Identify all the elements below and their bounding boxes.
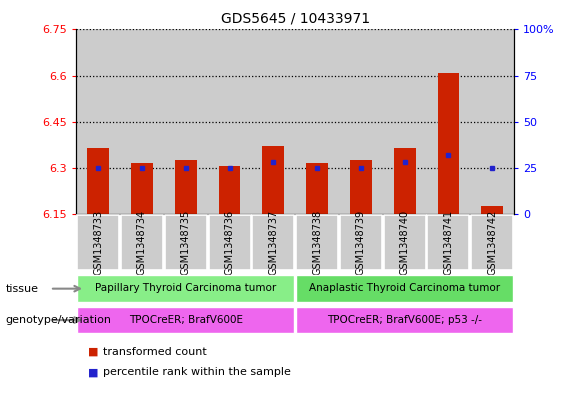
FancyBboxPatch shape [428,215,470,270]
FancyBboxPatch shape [208,215,250,270]
Bar [175,160,197,214]
Text: TPOCreER; BrafV600E: TPOCreER; BrafV600E [129,314,243,325]
Text: GSM1348741: GSM1348741 [444,210,454,275]
Bar [470,29,514,214]
Bar [481,206,503,214]
Bar [295,29,339,214]
FancyBboxPatch shape [165,215,207,270]
Text: GSM1348735: GSM1348735 [181,210,191,275]
Bar [251,29,295,214]
Text: GSM1348733: GSM1348733 [93,210,103,275]
Bar [306,163,328,214]
Text: GSM1348734: GSM1348734 [137,210,147,275]
Text: GSM1348737: GSM1348737 [268,210,279,275]
Text: Anaplastic Thyroid Carcinoma tumor: Anaplastic Thyroid Carcinoma tumor [309,283,500,293]
Bar [427,29,470,214]
Text: ■: ■ [88,367,98,377]
Bar [383,29,427,214]
FancyBboxPatch shape [384,215,425,270]
Bar [350,160,372,214]
Text: genotype/variation: genotype/variation [6,315,112,325]
Bar [131,163,153,214]
Bar [87,148,109,214]
Bar [76,29,120,214]
Bar [262,147,284,214]
Text: tissue: tissue [6,284,38,294]
Text: GSM1348736: GSM1348736 [224,210,234,275]
FancyBboxPatch shape [471,215,513,270]
FancyBboxPatch shape [77,215,119,270]
Text: ■: ■ [88,347,98,357]
Text: GSM1348740: GSM1348740 [399,210,410,275]
FancyBboxPatch shape [121,215,163,270]
Text: Papillary Thyroid Carcinoma tumor: Papillary Thyroid Carcinoma tumor [95,283,276,293]
FancyBboxPatch shape [77,307,294,333]
Bar [120,29,164,214]
Text: GSM1348739: GSM1348739 [356,210,366,275]
Text: TPOCreER; BrafV600E; p53 -/-: TPOCreER; BrafV600E; p53 -/- [327,314,482,325]
Text: GSM1348738: GSM1348738 [312,210,322,275]
Bar [339,29,383,214]
Bar [208,29,251,214]
FancyBboxPatch shape [253,215,294,270]
Bar [437,73,459,214]
Text: transformed count: transformed count [103,347,207,357]
Bar [219,167,241,214]
Text: GSM1348742: GSM1348742 [487,210,497,275]
FancyBboxPatch shape [340,215,382,270]
Title: GDS5645 / 10433971: GDS5645 / 10433971 [221,11,370,26]
FancyBboxPatch shape [296,215,338,270]
Bar [164,29,208,214]
FancyBboxPatch shape [77,275,294,302]
Text: percentile rank within the sample: percentile rank within the sample [103,367,292,377]
FancyBboxPatch shape [296,275,513,302]
FancyBboxPatch shape [296,307,513,333]
Bar [394,148,416,214]
